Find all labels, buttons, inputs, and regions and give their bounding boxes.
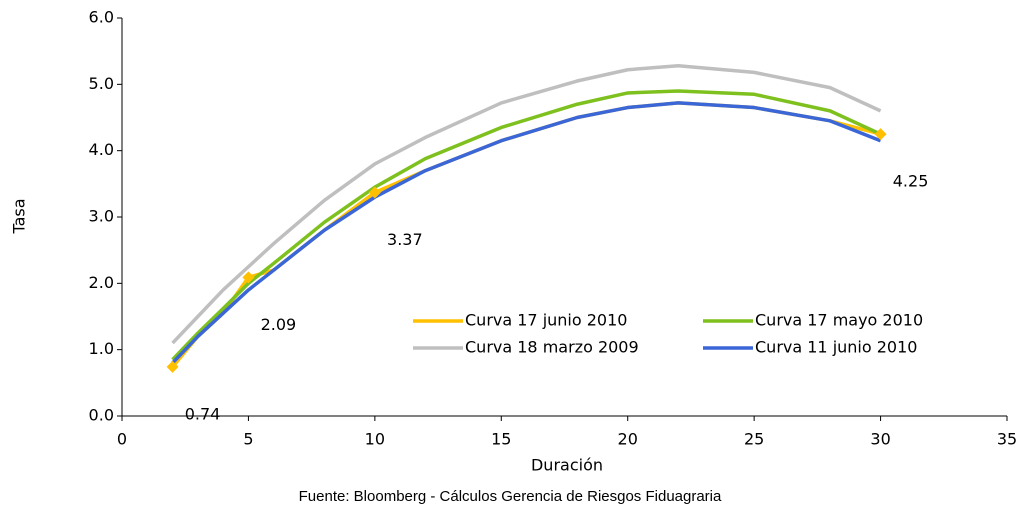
data-label: 4.25: [893, 172, 929, 191]
series-line: [171, 64, 882, 345]
x-tick-label: 35: [997, 430, 1017, 449]
source-note: Fuente: Bloomberg - Cálculos Gerencia de…: [299, 488, 722, 505]
y-axis-title: Tasa: [10, 198, 29, 234]
x-tick-label: 15: [491, 430, 511, 449]
y-tick-label: 5.0: [89, 74, 114, 93]
x-tick-label: 20: [618, 430, 638, 449]
y-tick-label: 2.0: [89, 273, 114, 292]
data-label: 3.37: [387, 230, 423, 249]
data-point: [368, 186, 381, 199]
x-tick-label: 25: [744, 430, 764, 449]
legend-label: Curva 17 mayo 2010: [755, 311, 923, 330]
data-point: [242, 271, 255, 284]
x-tick-label: 0: [117, 430, 127, 449]
data-label: 2.09: [261, 315, 297, 334]
data-label: 0.74: [185, 404, 221, 423]
x-axis-title: Duración: [531, 456, 603, 475]
y-tick-label: 0.0: [89, 406, 114, 425]
x-tick-label: 30: [870, 430, 890, 449]
x-tick-label: 10: [365, 430, 385, 449]
y-tick-label: 4.0: [89, 140, 114, 159]
data-point: [166, 360, 179, 373]
series-line: [171, 101, 882, 365]
x-tick-label: 5: [243, 430, 253, 449]
y-tick-label: 1.0: [89, 339, 114, 358]
legend-label: Curva 18 marzo 2009: [465, 338, 639, 357]
data-point: [874, 128, 887, 141]
y-tick-label: 6.0: [89, 8, 114, 27]
legend-label: Curva 11 junio 2010: [755, 338, 917, 357]
legend-label: Curva 17 junio 2010: [465, 311, 627, 330]
series-line: [171, 89, 882, 361]
y-tick-label: 3.0: [89, 207, 114, 226]
